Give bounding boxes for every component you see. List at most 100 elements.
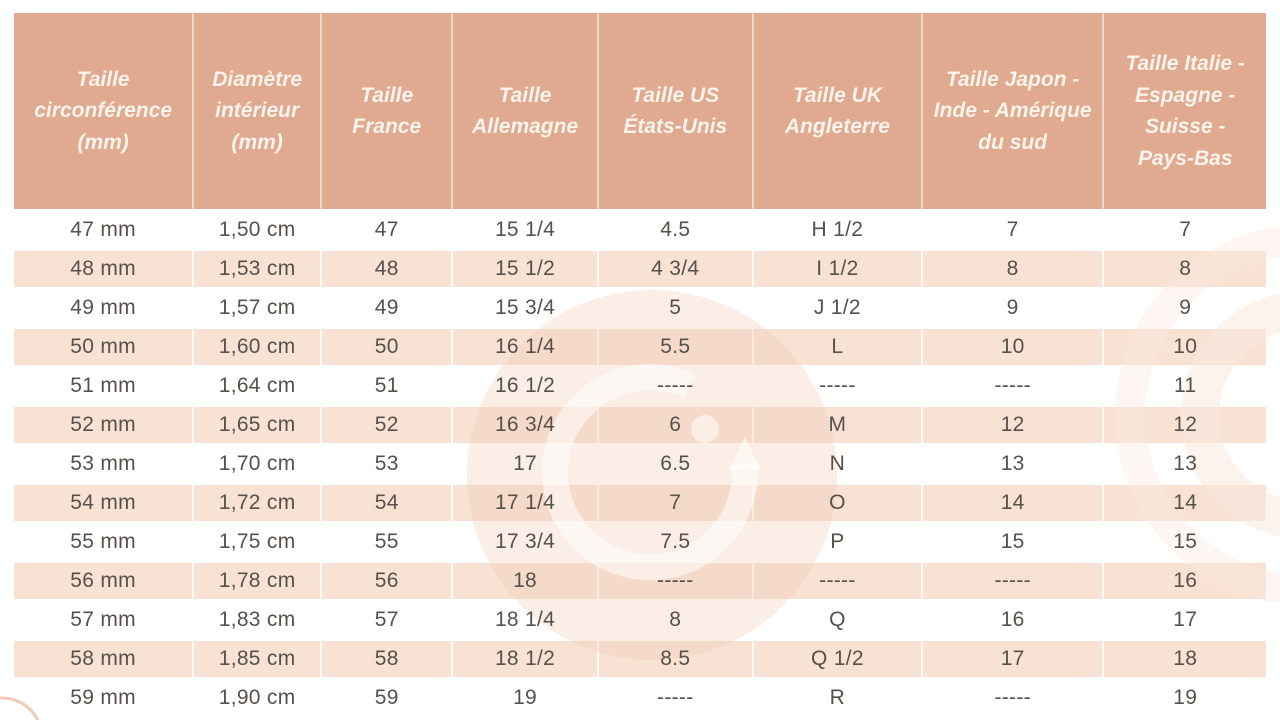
cell-value: 47 [374, 218, 399, 241]
table-cell: 8 [598, 602, 754, 638]
cell-value: 18 [1173, 647, 1198, 670]
table-cell: M [753, 407, 923, 443]
cell-value: Q 1/2 [810, 647, 864, 670]
table-cell: 1,53 cm [194, 251, 322, 287]
cell-value: 7 [1179, 218, 1192, 241]
table-cell: 4.5 [598, 212, 754, 248]
cell-value: 51 [374, 374, 399, 397]
table-cell: 58 mm [14, 641, 195, 677]
cell-value: 1,50 cm [218, 218, 296, 241]
table-cell: 1,65 cm [194, 407, 322, 443]
cell-value: 4 3/4 [651, 257, 700, 280]
table-row: 48 mm 1,53 cm 48 15 1/2 4 3/4 I 1/2 8 8 [14, 251, 1266, 287]
table-cell: 10 [922, 329, 1105, 365]
table-cell: 53 [321, 446, 454, 482]
table-cell: 18 1/4 [453, 602, 599, 638]
cell-value: 17 [1173, 608, 1198, 631]
table-cell: 17 [922, 641, 1105, 677]
table-cell: 1,64 cm [194, 368, 322, 404]
cell-value: 59 mm [70, 686, 136, 709]
cell-value: ----- [819, 569, 856, 592]
table-cell: 1,83 cm [194, 602, 322, 638]
cell-value: 48 [374, 257, 399, 280]
cell-value: 5 [669, 296, 682, 319]
cell-value: ----- [657, 569, 694, 592]
cell-value: 52 mm [70, 413, 136, 436]
table-cell: 7 [598, 485, 754, 521]
cell-value: 49 [374, 296, 399, 319]
ring-size-conversion-table: Taille circonférence (mm) Diamètre intér… [14, 10, 1266, 719]
table-cell: R [753, 680, 923, 716]
cell-value: ----- [657, 686, 694, 709]
table-cell: 16 1/2 [453, 368, 599, 404]
table-cell: 6 [598, 407, 754, 443]
cell-value: 7.5 [660, 530, 691, 553]
table-cell: 55 mm [14, 524, 195, 560]
table-row: 49 mm 1,57 cm 49 15 3/4 5 J 1/2 9 9 [14, 290, 1266, 326]
cell-value: 10 [1000, 335, 1025, 358]
table-cell: 7 [922, 212, 1105, 248]
table-header: Taille circonférence (mm) Diamètre intér… [14, 13, 1266, 209]
table-cell: 15 [922, 524, 1105, 560]
cell-value: ----- [994, 374, 1031, 397]
cell-value: 15 [1173, 530, 1198, 553]
table-cell: 59 [321, 680, 454, 716]
table-cell: ----- [753, 368, 923, 404]
cell-value: ----- [994, 569, 1031, 592]
cell-value: 48 mm [70, 257, 136, 280]
cell-value: ----- [994, 686, 1031, 709]
cell-value: 15 1/4 [494, 218, 556, 241]
cell-value: H 1/2 [811, 218, 864, 241]
cell-value: 1,70 cm [218, 452, 296, 475]
table-cell: ----- [922, 368, 1105, 404]
header-cell-allemagne: Taille Allemagne [453, 13, 599, 209]
cell-value: 56 mm [70, 569, 136, 592]
header-cell-circumference: Taille circonférence (mm) [14, 13, 195, 209]
table-cell: ----- [922, 563, 1105, 599]
table-row: 56 mm 1,78 cm 56 18 ----- ----- ----- 16 [14, 563, 1266, 599]
cell-value: L [831, 335, 844, 358]
cell-value: 1,60 cm [218, 335, 296, 358]
header-cell-france: Taille France [321, 13, 454, 209]
table-cell: 16 1/4 [453, 329, 599, 365]
cell-value: 58 [374, 647, 399, 670]
table-cell: 16 3/4 [453, 407, 599, 443]
cell-value: 16 1/2 [494, 374, 556, 397]
table-cell: ----- [598, 368, 754, 404]
table-cell: O [753, 485, 923, 521]
cell-value: 5.5 [660, 335, 691, 358]
cell-value: 16 3/4 [494, 413, 556, 436]
table-cell: 50 [321, 329, 454, 365]
table-cell: 15 1/2 [453, 251, 599, 287]
header-cell-diameter: Diamètre intérieur (mm) [194, 13, 322, 209]
cell-value: 58 mm [70, 647, 136, 670]
table-cell: 7 [1104, 212, 1266, 248]
table-cell: 50 mm [14, 329, 195, 365]
cell-value: R [829, 686, 846, 709]
cell-value: 1,64 cm [218, 374, 296, 397]
table-cell: 1,75 cm [194, 524, 322, 560]
table-cell: ----- [598, 563, 754, 599]
header-cell-us: Taille US États-Unis [598, 13, 754, 209]
column-label: Taille Allemagne [471, 83, 579, 139]
cell-value: 1,53 cm [218, 257, 296, 280]
header-cell-japon: Taille Japon - Inde - Amérique du sud [922, 13, 1105, 209]
table-cell: 10 [1104, 329, 1266, 365]
cell-value: 16 [1173, 569, 1198, 592]
table-cell: 49 [321, 290, 454, 326]
cell-value: 7 [669, 491, 682, 514]
cell-value: 8 [1179, 257, 1192, 280]
table-cell: 1,72 cm [194, 485, 322, 521]
cell-value: 1,90 cm [218, 686, 296, 709]
table-cell: 13 [922, 446, 1105, 482]
table-row: 47 mm 1,50 cm 47 15 1/4 4.5 H 1/2 7 7 [14, 212, 1266, 248]
table-cell: 8 [1104, 251, 1266, 287]
cell-value: 19 [513, 686, 538, 709]
table-cell: 18 1/2 [453, 641, 599, 677]
cell-value: 51 mm [70, 374, 136, 397]
table-cell: 1,57 cm [194, 290, 322, 326]
table-cell: 48 [321, 251, 454, 287]
table-cell: I 1/2 [753, 251, 923, 287]
table-cell: 8.5 [598, 641, 754, 677]
